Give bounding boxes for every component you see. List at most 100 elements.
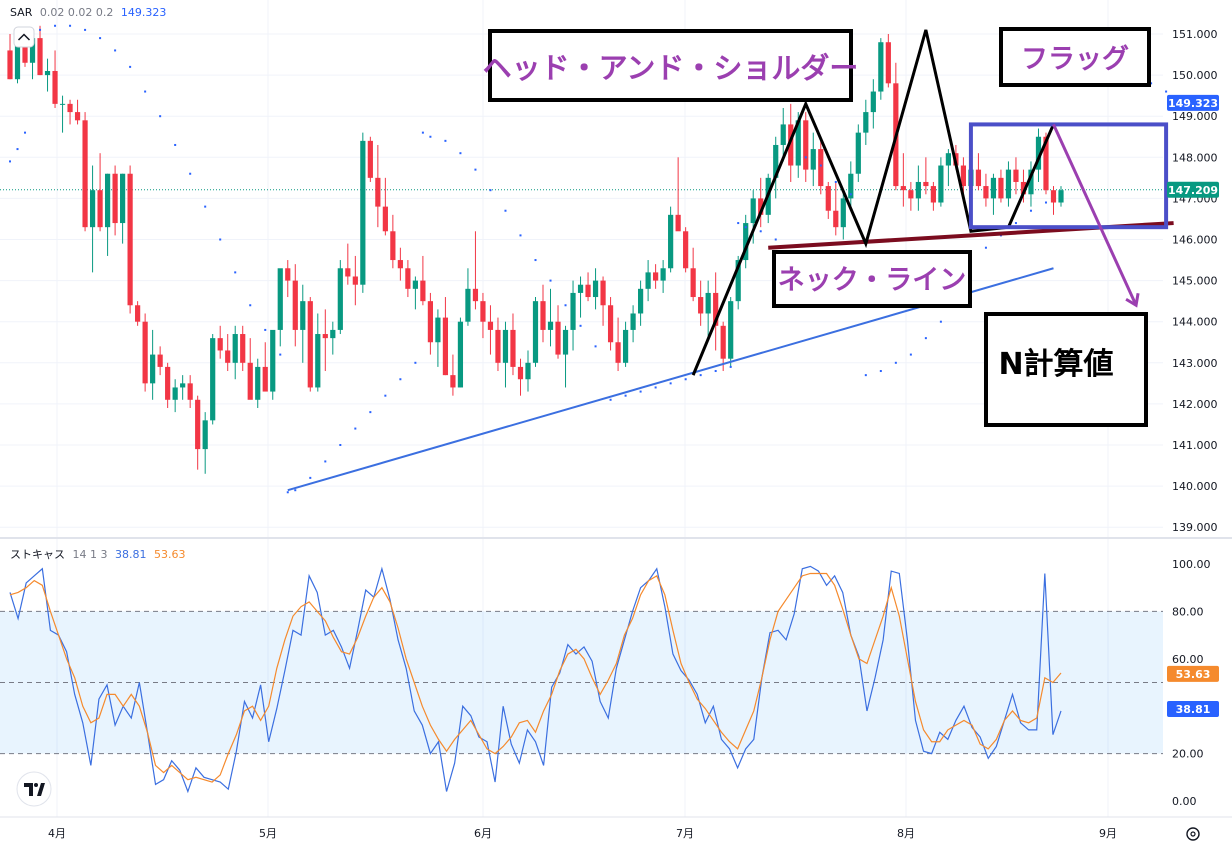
candle-body (983, 186, 989, 199)
sar-dot (414, 361, 417, 364)
candle-body (653, 272, 659, 281)
candle-body (615, 342, 621, 363)
sar-dot (384, 394, 387, 397)
price-badge-label: 53.63 (1176, 668, 1211, 681)
candle-body (450, 375, 456, 388)
price-axis[interactable]: 151.000150.000149.000148.000147.000146.0… (1172, 28, 1218, 534)
candle-body (37, 38, 43, 76)
parabolic-sar-layer (9, 24, 1183, 494)
candle-body (67, 103, 73, 113)
candle-body (270, 329, 276, 392)
candle-body (165, 366, 171, 400)
candle-body (360, 140, 366, 285)
candle-body (367, 140, 373, 178)
time-tick-label: 8月 (897, 827, 915, 840)
price-tick-label: 139.000 (1172, 521, 1218, 534)
candle-body (885, 42, 891, 84)
candle-body (465, 288, 471, 322)
sar-dot (159, 115, 162, 118)
sar-dot (504, 209, 507, 212)
collapse-legend-button[interactable] (13, 26, 35, 48)
candle-body (435, 317, 441, 343)
time-tick-label: 5月 (259, 827, 277, 840)
candle-body (1043, 136, 1049, 191)
stoch-legend-params: 14 1 3 (73, 548, 108, 561)
candle-body (773, 144, 779, 178)
price-tick-label: 149.000 (1172, 110, 1218, 123)
sar-dot (204, 205, 207, 208)
candle-body (855, 132, 861, 174)
time-axis[interactable]: 4月 5月 6月 7月 8月 9月 (0, 816, 1232, 840)
candle-body (788, 124, 794, 166)
sar-dot (369, 411, 372, 414)
hs-label-box: ヘッド・アンド・ショルダー (483, 29, 858, 102)
candle-body (585, 284, 591, 298)
candle-body (135, 305, 141, 322)
stoch-legend[interactable]: ストキャス 14 1 3 38.81 53.63 (10, 548, 186, 561)
candle-body (690, 268, 696, 298)
settings-gear-icon[interactable] (1186, 827, 1200, 841)
sar-dot (459, 152, 462, 155)
candle-body (277, 268, 283, 330)
candle-body (412, 280, 418, 289)
candle-body (285, 268, 291, 281)
flag-label: フラッグ (1021, 43, 1129, 75)
candle-body (622, 329, 629, 363)
candle-body (202, 420, 208, 450)
candle-body (540, 301, 546, 330)
time-tick-label: 4月 (48, 827, 66, 840)
candle-body (495, 329, 501, 363)
price-tick-label: 140.000 (1172, 480, 1218, 493)
candle-body (52, 70, 58, 104)
flag-box (968, 122, 1169, 230)
price-badge-label: 147.209 (1168, 184, 1218, 197)
sar-dot (39, 28, 42, 31)
price-badge-label: 38.81 (1176, 703, 1211, 716)
time-tick-label: 7月 (676, 827, 694, 840)
candle-body (525, 362, 531, 380)
sar-legend[interactable]: SAR 0.02 0.02 0.2 149.323 (10, 6, 166, 19)
projection-arrow (1052, 123, 1138, 306)
sar-dot (669, 382, 672, 385)
candle-body (217, 338, 223, 351)
candle-body (833, 210, 839, 228)
sar-dot (594, 345, 597, 348)
sar-dot (549, 279, 552, 282)
candle-body (225, 350, 231, 363)
candle-body (502, 329, 509, 363)
candle-body (44, 70, 51, 76)
candle-body (142, 321, 148, 384)
candle-body (825, 186, 831, 211)
candle-body (22, 38, 28, 63)
tradingview-logo[interactable] (16, 771, 52, 807)
sar-dot (879, 370, 882, 373)
candle-body (315, 334, 321, 388)
sar-dot (819, 164, 822, 167)
candle-body (908, 190, 914, 199)
sar-dot (474, 168, 477, 171)
candle-body (555, 321, 561, 355)
svg-text:SAR 0.02 0.02 0.2: SAR 0.02 0.02 0.2 149.323 (10, 6, 166, 19)
sar-dot (737, 222, 740, 225)
candle-body (675, 214, 681, 232)
stoch-legend-d: 53.63 (154, 548, 186, 561)
price-tick-label: 144.000 (1172, 316, 1218, 329)
candle-body (630, 313, 636, 330)
price-badge (1167, 701, 1219, 718)
candle-body (780, 124, 786, 145)
sar-dot (144, 90, 147, 93)
candle-body (307, 301, 313, 388)
candle-body (29, 38, 36, 63)
stoch-series-line (9, 572, 1062, 783)
candle-body (720, 325, 726, 359)
sar-dot (534, 259, 537, 262)
candle-body (1005, 169, 1012, 199)
projection-arrowhead (1125, 293, 1140, 308)
candle-body (562, 329, 569, 355)
candle-body (375, 177, 381, 207)
candle-body (960, 165, 967, 187)
sar-dot (1044, 201, 1047, 204)
sar-dot (219, 238, 222, 241)
sar-dot (354, 427, 357, 430)
